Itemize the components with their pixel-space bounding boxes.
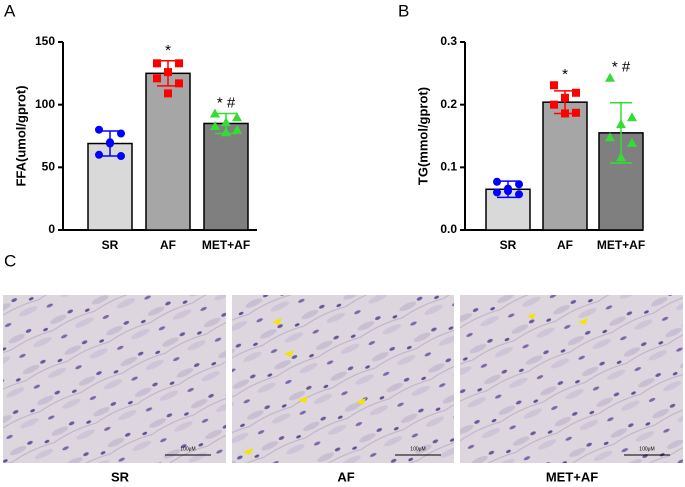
data-point (616, 152, 626, 162)
y-tick-label: 150 (35, 34, 55, 48)
panel-label: C (4, 251, 16, 270)
data-point (221, 117, 231, 127)
data-point (95, 125, 103, 134)
data-point (561, 109, 569, 118)
image-label: SR (111, 469, 130, 484)
x-tick-label: AF (160, 238, 176, 252)
data-point (627, 112, 637, 122)
data-point (561, 93, 569, 102)
data-point (572, 88, 580, 97)
panel-label: A (4, 1, 16, 20)
annotation: * (562, 66, 568, 83)
image-label: AF (337, 469, 354, 484)
scale-bar-label: 100μM (639, 446, 654, 452)
annotation: * # (612, 59, 631, 76)
data-point (210, 108, 220, 118)
histology-panel: 100μM 100μM 100μM (3, 295, 683, 463)
data-point (232, 124, 242, 134)
bar (542, 101, 588, 231)
scale-bar-label: 100μM (410, 446, 425, 452)
y-axis-label: TG(mmol/gprot) (415, 87, 430, 185)
x-tick-label: MET+AF (202, 238, 250, 252)
data-point (550, 100, 558, 109)
data-point (106, 138, 114, 147)
image-label: MET+AF (546, 469, 598, 484)
data-point (550, 81, 558, 90)
y-tick-label: 0.2 (440, 97, 457, 111)
y-tick-label: 0.3 (440, 34, 457, 48)
data-point (616, 119, 626, 129)
y-tick-label: 50 (42, 160, 56, 174)
data-point (605, 132, 615, 142)
x-tick-label: MET+AF (597, 238, 645, 252)
data-point (117, 129, 125, 138)
data-point (515, 180, 523, 189)
bar (203, 122, 249, 231)
data-point (153, 59, 161, 68)
panel-label: B (398, 1, 409, 20)
data-point (95, 150, 103, 159)
y-tick-label: 0.0 (440, 222, 457, 236)
data-point (164, 89, 172, 98)
data-point (117, 152, 125, 161)
data-point (605, 72, 615, 82)
scale-bar-label: 100μM (180, 446, 195, 452)
annotation: * # (217, 94, 236, 111)
x-tick-label: SR (500, 238, 517, 252)
data-point (164, 68, 172, 77)
data-point (232, 112, 242, 122)
data-point (493, 177, 501, 186)
y-tick-label: 100 (35, 97, 55, 111)
data-point (504, 187, 512, 196)
x-tick-label: SR (102, 238, 119, 252)
y-axis-label: FFA(umol/gprot) (13, 85, 28, 186)
x-tick-label: AF (557, 238, 573, 252)
data-point (175, 59, 183, 68)
data-point (515, 190, 523, 199)
data-point (153, 74, 161, 83)
data-point (493, 188, 501, 197)
data-point (627, 137, 637, 147)
data-point (210, 120, 220, 130)
data-point (221, 127, 231, 137)
data-point (572, 108, 580, 117)
data-point (175, 79, 183, 88)
y-tick-label: 0.1 (440, 160, 457, 174)
annotation: * (165, 42, 171, 59)
y-tick-label: 0 (48, 222, 55, 236)
